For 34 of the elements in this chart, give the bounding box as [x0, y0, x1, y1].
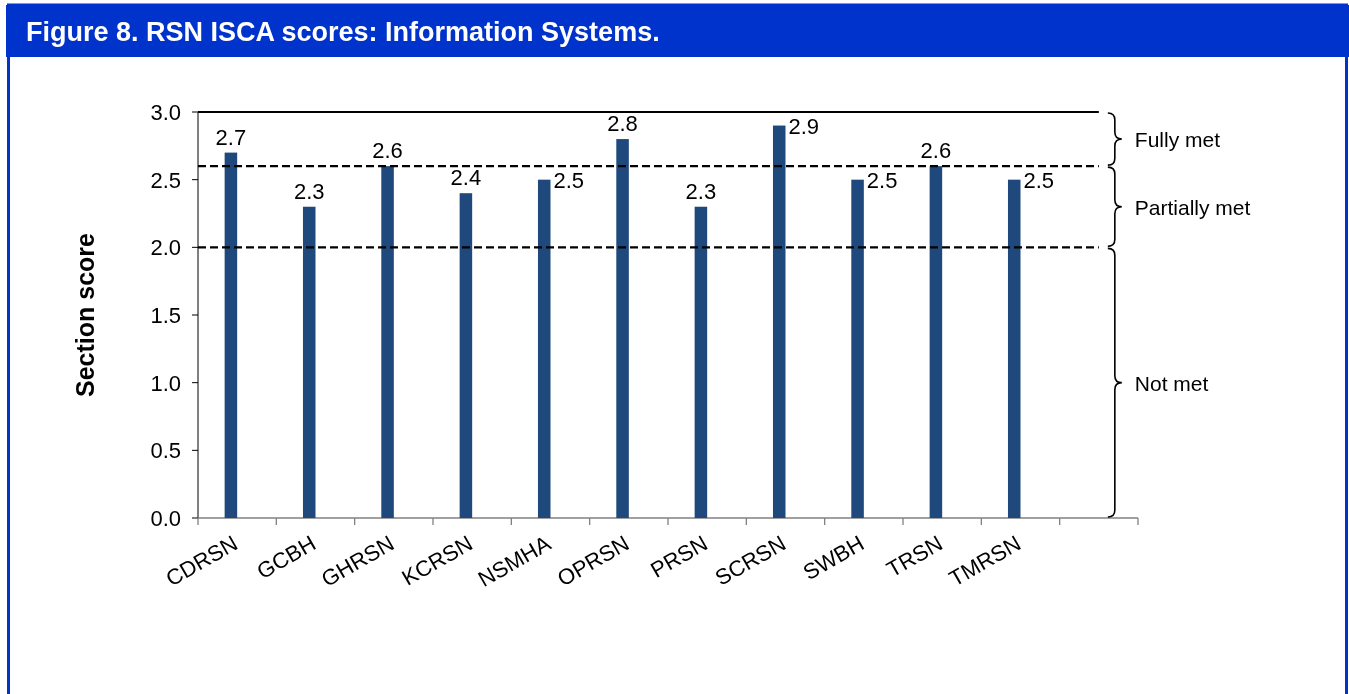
y-tick-label: 2.0 — [150, 235, 181, 261]
bar — [381, 166, 394, 518]
bar — [772, 125, 786, 518]
data-label: 2.9 — [788, 113, 820, 139]
data-label: 2.3 — [685, 178, 717, 204]
bar — [1007, 179, 1021, 518]
data-label: 2.8 — [607, 111, 638, 137]
y-tick-label: 3.0 — [150, 100, 181, 125]
y-tick-label: 0.5 — [150, 438, 181, 464]
bar — [929, 166, 943, 518]
bar — [537, 179, 551, 518]
data-label: 2.6 — [372, 138, 403, 164]
y-tick-label: 1.5 — [150, 303, 181, 328]
data-label: 2.4 — [450, 165, 482, 191]
text: Not met — [1134, 371, 1209, 395]
text: Partially met — [1134, 195, 1251, 219]
text: Fully met — [1134, 128, 1221, 152]
bar — [302, 206, 316, 518]
bar — [459, 193, 473, 518]
y-axis-title: Section score — [71, 232, 99, 397]
data-label: 2.5 — [1023, 167, 1055, 193]
data-label: 2.7 — [215, 124, 247, 150]
bar — [851, 179, 864, 518]
chart-title: Figure 8. RSN ISCA scores: Information Systems. — [26, 17, 660, 47]
data-label: 2.5 — [866, 167, 898, 193]
y-tick-label: 1.0 — [150, 370, 181, 396]
bar — [616, 139, 629, 518]
data-label: 2.3 — [293, 178, 325, 204]
bar — [224, 152, 238, 518]
y-tick-label: 0.0 — [150, 506, 181, 531]
y-tick-label: 2.5 — [150, 167, 181, 193]
data-label: 2.5 — [553, 167, 585, 193]
bar — [694, 206, 708, 518]
data-label: 2.6 — [920, 138, 952, 164]
